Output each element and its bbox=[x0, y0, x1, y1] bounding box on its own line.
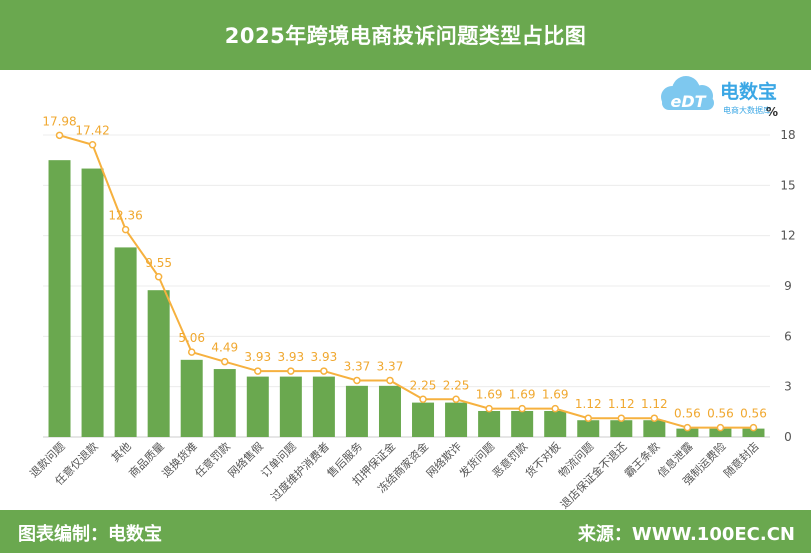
line-point bbox=[320, 367, 328, 375]
line-point bbox=[221, 357, 229, 366]
brand-logo: eDT 电数宝 电商大数据库 bbox=[661, 76, 777, 115]
data-label: 12.36 bbox=[108, 209, 142, 223]
line-point bbox=[485, 404, 493, 413]
data-label: 5.06 bbox=[178, 331, 205, 345]
line-point bbox=[452, 395, 460, 403]
bar bbox=[577, 420, 600, 437]
x-tick-label: 货不对板 bbox=[522, 439, 563, 480]
line-point bbox=[551, 404, 559, 413]
bar bbox=[742, 428, 765, 437]
data-label: 3.37 bbox=[344, 359, 371, 373]
data-label: 9.55 bbox=[145, 256, 172, 270]
line-point bbox=[617, 414, 626, 422]
header-bar: 2025年跨境电商投诉问题类型占比图 bbox=[0, 0, 811, 70]
bar bbox=[412, 402, 435, 437]
x-tick-label: 商品质量 bbox=[126, 439, 167, 480]
bar bbox=[81, 168, 104, 438]
data-label: 17.42 bbox=[75, 124, 109, 138]
bar bbox=[643, 420, 666, 437]
x-tick-label: 随意封店 bbox=[721, 439, 762, 480]
line-point bbox=[386, 376, 394, 385]
line-point bbox=[518, 404, 526, 413]
line-point bbox=[187, 348, 196, 356]
data-label: 0.56 bbox=[707, 407, 734, 421]
x-tick-label: 恶意罚款 bbox=[489, 439, 530, 480]
logo-sub: 电商大数据库 bbox=[723, 105, 771, 115]
data-label: 17.98 bbox=[42, 114, 76, 128]
line-point bbox=[584, 414, 592, 422]
line-point bbox=[353, 376, 361, 385]
data-label: 1.69 bbox=[542, 388, 569, 402]
x-tick-label: 发货问题 bbox=[456, 439, 497, 480]
data-label: 1.12 bbox=[608, 397, 635, 411]
data-label: 0.56 bbox=[674, 407, 701, 421]
y-tick-label: 9 bbox=[784, 279, 792, 293]
data-label: 4.49 bbox=[211, 341, 238, 355]
logo-mark: eDT bbox=[670, 92, 706, 111]
bar bbox=[48, 160, 71, 437]
bar bbox=[213, 369, 236, 437]
line-point bbox=[55, 131, 64, 140]
bar bbox=[180, 359, 203, 437]
data-label: 1.12 bbox=[575, 397, 602, 411]
series-line bbox=[59, 134, 754, 429]
bar bbox=[544, 410, 567, 437]
data-label: 1.69 bbox=[476, 388, 503, 402]
bar bbox=[147, 290, 170, 437]
x-tick-label: 过度维护消费者 bbox=[268, 439, 332, 503]
x-tick-label: 霸王条款 bbox=[621, 439, 662, 480]
line-point bbox=[121, 225, 130, 234]
bar bbox=[445, 402, 468, 437]
bar bbox=[279, 376, 302, 437]
y-tick-label: 12 bbox=[780, 229, 795, 243]
footer-credit: 图表编制：电数宝 bbox=[18, 524, 162, 545]
line-point bbox=[88, 140, 97, 149]
y-tick-label: 6 bbox=[784, 329, 792, 343]
data-label: 3.37 bbox=[377, 359, 404, 373]
x-tick-label: 任意罚款 bbox=[192, 439, 233, 480]
data-label: 1.69 bbox=[509, 388, 536, 402]
footer-source: 来源：WWW.100EC.CN bbox=[577, 524, 795, 545]
data-label: 1.12 bbox=[641, 397, 668, 411]
line-point bbox=[287, 367, 295, 375]
y-unit-label: % bbox=[766, 105, 778, 119]
bar bbox=[345, 385, 368, 437]
bar bbox=[709, 428, 732, 437]
bar bbox=[676, 428, 699, 437]
line-point bbox=[683, 423, 692, 432]
chart-title: 2025年跨境电商投诉问题类型占比图 bbox=[224, 24, 587, 48]
bar bbox=[378, 385, 401, 437]
line-point bbox=[254, 367, 262, 375]
bar bbox=[246, 376, 269, 437]
footer-bar: 图表编制：电数宝 来源：WWW.100EC.CN bbox=[0, 510, 811, 553]
line-point bbox=[749, 423, 758, 432]
data-label: 0.56 bbox=[740, 407, 767, 421]
data-label: 2.25 bbox=[443, 378, 470, 392]
bar bbox=[312, 376, 335, 437]
cloud-logo-icon: eDT bbox=[661, 76, 714, 111]
logo-brand: 电数宝 bbox=[720, 80, 777, 103]
y-tick-label: 0 bbox=[784, 430, 792, 444]
line-point bbox=[419, 395, 427, 403]
data-label: 3.93 bbox=[311, 350, 338, 364]
line-point bbox=[650, 414, 659, 422]
data-label: 3.93 bbox=[277, 350, 304, 364]
line-point bbox=[154, 273, 163, 281]
x-tick-label: 网络欺诈 bbox=[423, 439, 464, 480]
x-tick-label: 退换货难 bbox=[159, 439, 200, 480]
data-label: 3.93 bbox=[244, 350, 271, 364]
bar bbox=[478, 410, 501, 437]
bar bbox=[610, 420, 633, 437]
bar bbox=[511, 410, 534, 437]
y-tick-label: 3 bbox=[784, 380, 792, 394]
line-point bbox=[716, 423, 725, 432]
bar bbox=[114, 247, 137, 437]
y-tick-label: 15 bbox=[780, 178, 795, 192]
data-label: 2.25 bbox=[410, 378, 437, 392]
x-tick-label: 其他 bbox=[109, 440, 134, 465]
x-tick-label: 网络售假 bbox=[225, 439, 266, 480]
y-tick-label: 18 bbox=[780, 128, 795, 142]
